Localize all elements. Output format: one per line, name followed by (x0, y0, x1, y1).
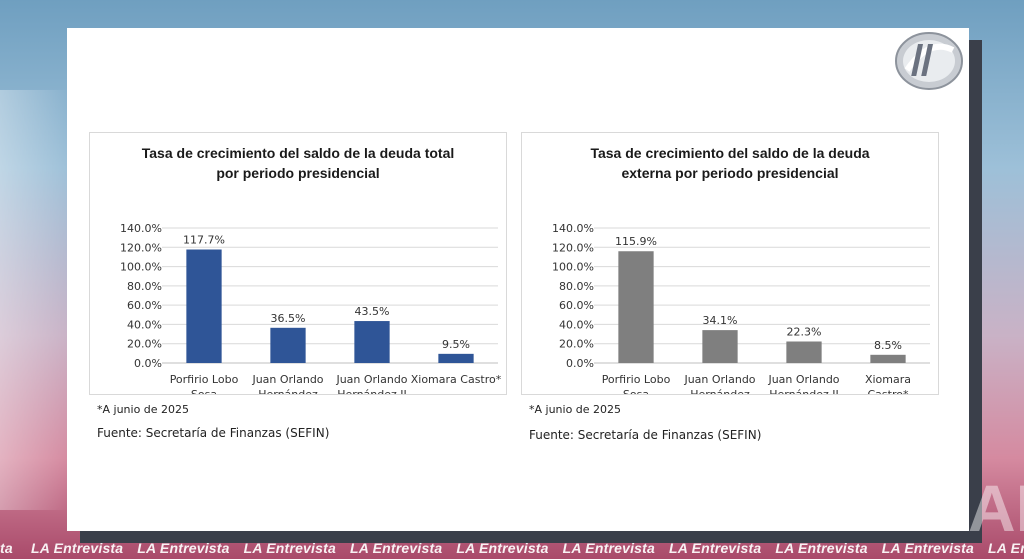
x-tick-label: Porfirio Lobo (602, 373, 671, 386)
footnote-right: *A junio de 2025 (529, 403, 622, 416)
y-tick-label: 20.0% (127, 338, 162, 351)
y-tick-label: 120.0% (552, 241, 594, 254)
bar-chart-external-debt: 0.0% 20.0% 40.0% 60.0% 80.0% 100.0% 120.0% 140.… (552, 222, 930, 394)
ticker-item: LA Entrevista (137, 540, 230, 556)
bar (354, 321, 390, 363)
ticker-item: LA Entrevista (456, 540, 549, 556)
bar-chart-total-debt: 0.0% 20.0% 40.0% 60.0% 80.0% 100.0% 120.0% 140.… (120, 222, 502, 394)
ticker-item: LA Entrevista (243, 540, 336, 556)
news-ticker: ta LA Entrevista LA Entrevista LA Entrevis… (0, 540, 1024, 559)
y-tick-label: 140.0% (552, 222, 594, 235)
footnote-left: *A junio de 2025 (97, 403, 190, 416)
data-label: 34.1% (703, 314, 738, 327)
bar (618, 251, 654, 363)
chart-title-line: externa por periodo presidencial (621, 165, 839, 181)
x-tick-label: Hernández (690, 388, 750, 394)
x-tick-label: Sosa (191, 388, 217, 394)
x-tick-label: Hernández II (769, 388, 839, 394)
y-tick-label: 40.0% (127, 318, 162, 331)
x-tick-label: Juan Orlando (683, 373, 755, 386)
data-label: 43.5% (355, 305, 390, 318)
ticker-item: LA Entrevista (30, 540, 124, 556)
bar (270, 327, 306, 363)
y-tick-label: 80.0% (559, 280, 594, 293)
chart-title: Tasa de crecimiento del saldo de la deud… (522, 143, 938, 183)
bar (438, 353, 474, 363)
chart-panel-total-debt: Tasa de crecimiento del saldo de la deud… (89, 132, 507, 395)
x-tick-label: Castro* (868, 388, 909, 394)
x-tick-label: Hernández II (337, 388, 407, 394)
bar (186, 249, 222, 363)
y-tick-label: 80.0% (127, 280, 162, 293)
x-tick-label: Xiomara Castro* (411, 373, 502, 386)
chart-title-line: Tasa de crecimiento del saldo de la deud… (141, 145, 455, 161)
chart-panel-external-debt: Tasa de crecimiento del saldo de la deud… (521, 132, 939, 395)
y-tick-label: 40.0% (559, 318, 594, 331)
data-label: 8.5% (874, 339, 902, 352)
watermark-logo: AI (968, 471, 1024, 545)
data-label: 22.3% (787, 325, 822, 338)
x-tick-label: Xiomara (865, 373, 911, 386)
y-tick-label: 0.0% (134, 357, 162, 370)
y-tick-label: 100.0% (120, 261, 162, 274)
x-tick-label: Juan Orlando (335, 373, 407, 386)
chart-title-line: por periodo presidencial (216, 165, 380, 181)
x-tick-label: Juan Orlando (767, 373, 839, 386)
x-tick-label: Porfirio Lobo (170, 373, 239, 386)
chart-title-line: Tasa de crecimiento del saldo de la deud… (590, 145, 870, 161)
ticker-item: LA Entrevista (881, 540, 975, 556)
ticker-item: LA Entrevista (562, 540, 656, 556)
y-tick-label: 120.0% (120, 241, 162, 254)
y-tick-label: 20.0% (559, 338, 594, 351)
y-tick-label: 60.0% (559, 299, 594, 312)
presentation-slide: Tasa de crecimiento del saldo de la deud… (67, 28, 969, 531)
x-tick-label: Juan Orlando (251, 373, 323, 386)
y-tick-label: 60.0% (127, 299, 162, 312)
bar (702, 330, 738, 363)
bar (786, 341, 822, 363)
source-left: Fuente: Secretaría de Finanzas (SEFIN) (97, 426, 330, 440)
data-label: 9.5% (442, 338, 470, 351)
background-glow (0, 90, 70, 510)
data-label: 115.9% (615, 235, 657, 248)
channel-logo-icon (895, 32, 963, 90)
source-right: Fuente: Secretaría de Finanzas (SEFIN) (529, 428, 762, 442)
ticker-item: LA Entrevista (669, 540, 762, 556)
x-tick-label: Sosa (623, 388, 649, 394)
ticker-item: LA Entrevista (349, 540, 443, 556)
data-label: 117.7% (183, 234, 225, 247)
bar (870, 354, 906, 363)
y-tick-label: 100.0% (552, 261, 594, 274)
ticker-item: LA Entrevista (775, 540, 868, 556)
data-label: 36.5% (271, 312, 306, 325)
ticker-lead: ta (0, 540, 13, 556)
chart-title: Tasa de crecimiento del saldo de la deud… (90, 143, 506, 183)
ticker-item: LA Entrevista (988, 540, 1024, 556)
x-tick-label: Hernández (258, 388, 318, 394)
y-tick-label: 0.0% (566, 357, 594, 370)
y-tick-label: 140.0% (120, 222, 162, 235)
